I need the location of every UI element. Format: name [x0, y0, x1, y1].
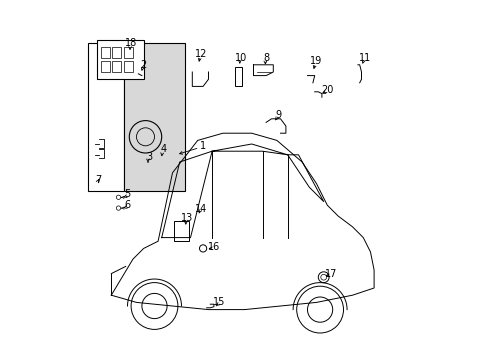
Bar	[101, 47, 109, 58]
Text: 1: 1	[200, 141, 206, 151]
Text: 6: 6	[124, 200, 130, 210]
Text: 2: 2	[140, 60, 146, 70]
Text: 7: 7	[95, 175, 102, 185]
Text: 8: 8	[263, 53, 268, 63]
Text: 11: 11	[358, 53, 370, 63]
Text: 20: 20	[321, 85, 333, 95]
Bar	[235, 67, 242, 86]
Text: 17: 17	[324, 269, 336, 279]
Text: 14: 14	[195, 204, 207, 214]
Bar	[112, 47, 121, 58]
Text: 3: 3	[146, 152, 152, 162]
Text: 13: 13	[181, 213, 193, 223]
Text: 5: 5	[124, 189, 130, 199]
Bar	[174, 221, 188, 241]
Bar	[124, 47, 133, 58]
Bar	[123, 43, 185, 191]
Bar	[112, 61, 121, 72]
Text: 16: 16	[207, 242, 220, 252]
Bar	[88, 43, 123, 191]
Text: 12: 12	[195, 49, 207, 59]
Bar	[124, 61, 133, 72]
Bar	[97, 40, 143, 79]
Text: 10: 10	[234, 53, 246, 63]
Text: 15: 15	[213, 297, 225, 307]
Text: 19: 19	[310, 56, 322, 66]
Text: 4: 4	[160, 144, 166, 154]
Text: 9: 9	[275, 110, 281, 120]
Text: 18: 18	[125, 38, 137, 48]
Bar	[101, 61, 109, 72]
